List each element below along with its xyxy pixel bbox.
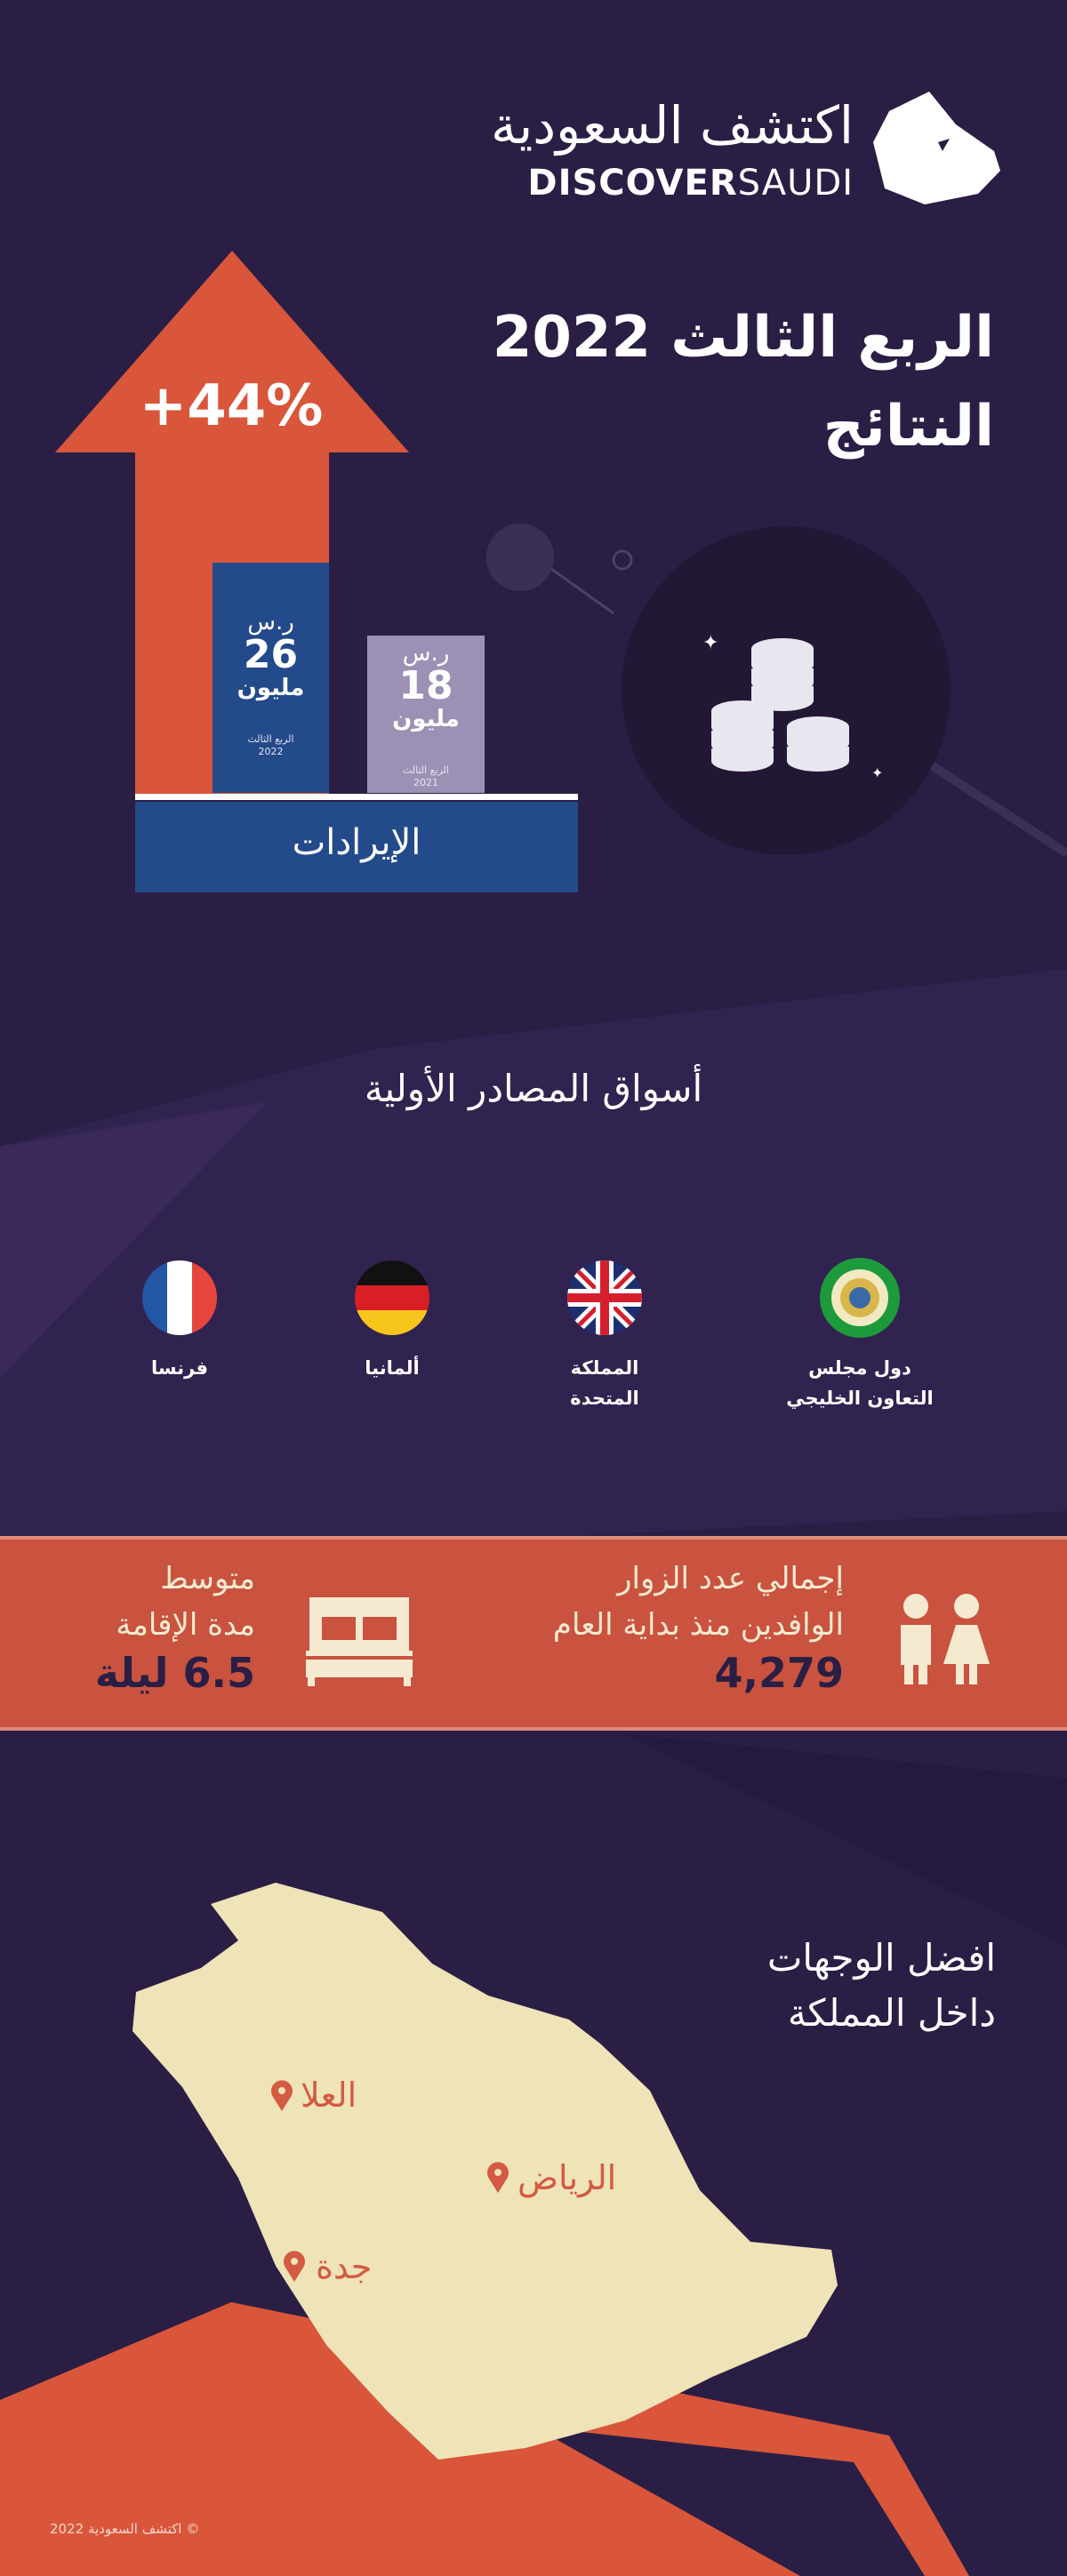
market-france: فرنسا	[100, 1353, 260, 1383]
year: 2022	[258, 746, 284, 757]
logo-english-bold: DISCOVER	[527, 163, 738, 204]
page-title: الربع الثالث 2022	[492, 305, 994, 371]
bar-2022-label: ر.س 26 مليون الربع الثالث 2022	[213, 609, 329, 758]
city-alula: العلا	[301, 2076, 357, 2115]
market-germany: ألمانيا	[312, 1353, 472, 1383]
visitors-label-line2: الوافدين منذ بداية العام	[552, 1607, 844, 1643]
stay-value: 6.5 ليلة	[94, 1649, 255, 1697]
logo-english-thin: SAUDI	[737, 163, 854, 204]
flags-row	[142, 1258, 900, 1338]
baseline	[135, 794, 578, 800]
market-label: ألمانيا	[365, 1357, 420, 1379]
revenue-label: الإيرادات	[292, 822, 421, 863]
logo-english: DISCOVERSAUDI	[471, 163, 854, 204]
revenue-label-box	[135, 802, 578, 892]
svg-text:✦: ✦	[702, 632, 718, 654]
city-riyadh: الرياض	[517, 2158, 617, 2197]
unit: مليون	[392, 706, 460, 732]
unit: مليون	[237, 675, 305, 701]
currency: ر.س	[402, 640, 450, 667]
markets-heading: أسواق المصادر الأولية	[364, 1067, 703, 1110]
market-gcc: دول مجلس التعاون الخليجي	[780, 1353, 940, 1413]
bar-2021-label: ر.س 18 مليون الربع الثالث 2021	[367, 640, 485, 789]
revenue-chart	[55, 251, 578, 892]
currency: ر.س	[247, 609, 294, 636]
destinations-title: افضل الوجهات داخل المملكة	[767, 1931, 996, 2041]
stay-label-line1: متوسط	[160, 1561, 255, 1596]
destinations-title-line2: داخل المملكة	[787, 1991, 996, 2035]
jeddah-pin-icon	[284, 2251, 305, 2282]
city-jeddah: جدة	[316, 2247, 373, 2286]
value: 18	[398, 663, 453, 708]
people-icon	[901, 1594, 990, 1684]
france-flag-icon	[142, 1260, 217, 1335]
market-label: المتحدة	[570, 1388, 639, 1409]
period: الربع الثالث	[247, 733, 294, 745]
bed-icon	[306, 1597, 413, 1686]
footer-copyright: © اكتشف السعودية 2022	[50, 2521, 200, 2537]
bar-2021	[367, 636, 485, 793]
bar-2022	[213, 563, 329, 793]
coins-icon: ✦ ✦	[702, 632, 883, 781]
growth-percent: +44%	[139, 373, 324, 439]
svg-text:✦: ✦	[871, 764, 883, 781]
visitors-label-line1: إجمالي عدد الزوار	[617, 1561, 844, 1596]
year: 2021	[413, 777, 438, 788]
logo-arabic: اكتشف السعودية	[491, 95, 854, 156]
riyadh-pin-icon	[487, 2162, 509, 2193]
destinations-title-line1: افضل الوجهات	[766, 1936, 996, 1980]
market-label: دول مجلس	[808, 1357, 911, 1379]
stay-label: متوسط مدة الإقامة	[33, 1556, 255, 1648]
stats-band	[0, 1536, 1067, 1731]
market-label: فرنسا	[151, 1357, 208, 1379]
alula-pin-icon	[271, 2080, 293, 2111]
page-subtitle: النتائج	[822, 394, 994, 460]
market-label: المملكة	[570, 1357, 639, 1379]
visitors-label: إجمالي عدد الزوار الوافدين منذ بداية الع…	[399, 1556, 844, 1648]
period: الربع الثالث	[402, 764, 450, 776]
saudi-map-logo-icon	[873, 92, 1000, 204]
gcc-emblem-icon	[820, 1258, 900, 1338]
market-uk: المملكة المتحدة	[525, 1353, 685, 1413]
value: 26	[243, 632, 299, 677]
market-label: التعاون الخليجي	[786, 1388, 934, 1409]
stay-label-line2: مدة الإقامة	[116, 1607, 255, 1643]
visitors-value: 4,279	[714, 1649, 844, 1697]
